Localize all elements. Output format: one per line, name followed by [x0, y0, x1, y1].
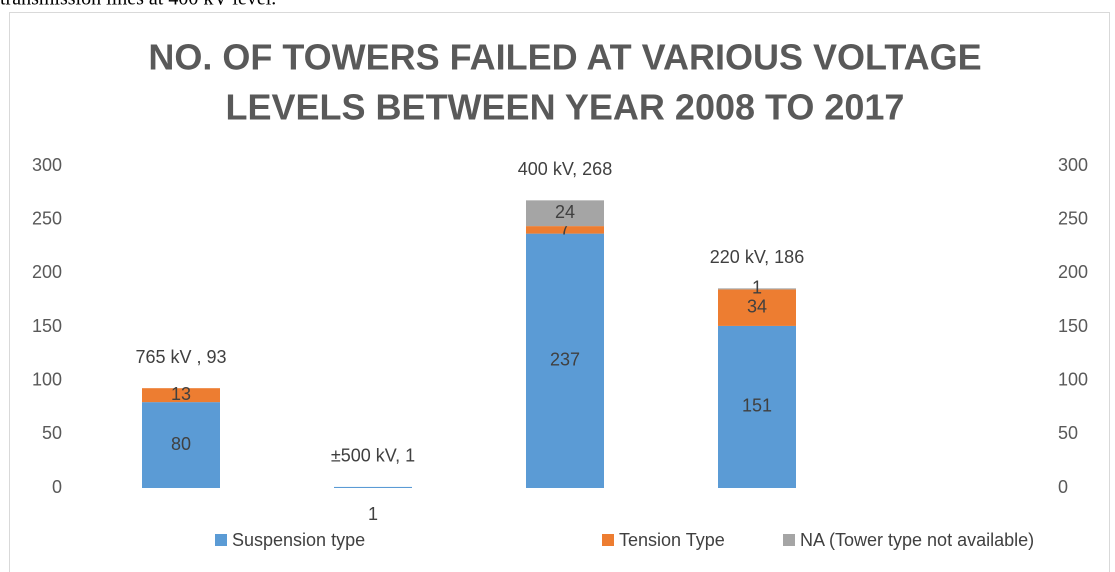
y-tick-label: 200: [32, 262, 62, 282]
data-label: 7: [560, 219, 570, 239]
bar-segment: [334, 486, 412, 488]
data-label: 1: [368, 504, 378, 524]
category-label: ±500 kV, 1: [331, 446, 415, 466]
legend-swatch: [215, 534, 227, 546]
bar-segment: [142, 402, 220, 488]
legend-label: Tension Type: [619, 530, 725, 550]
chart-title: LEVELS BETWEEN YEAR 2008 TO 2017: [226, 87, 905, 128]
bar-segment: [718, 288, 796, 290]
y-tick-label: 50: [42, 423, 62, 443]
y-tick-label: 150: [32, 316, 62, 336]
category-label: 220 kV, 186: [710, 247, 804, 267]
legend-swatch: [783, 534, 795, 546]
y-tick-label: 0: [52, 477, 62, 497]
data-label: 13: [171, 384, 191, 404]
y-tick-label: 250: [32, 208, 62, 228]
y2-tick-label: 300: [1058, 155, 1088, 175]
data-label: 151: [742, 396, 772, 416]
y2-tick-label: 50: [1058, 423, 1078, 443]
legend-label: Suspension type: [232, 530, 365, 550]
bar-segment: [526, 200, 604, 227]
bar-segment: [142, 388, 220, 403]
bar-segment: [718, 325, 796, 488]
bar-segment: [718, 289, 796, 326]
legend-swatch: [602, 534, 614, 546]
bar-segment: [526, 226, 604, 234]
bar-segment: [526, 233, 604, 488]
chart-title: NO. OF TOWERS FAILED AT VARIOUS VOLTAGE: [148, 37, 981, 78]
y2-tick-label: 100: [1058, 369, 1088, 389]
data-label: 24: [555, 202, 575, 222]
data-label: 1: [752, 278, 762, 298]
category-label: 400 kV, 268: [518, 159, 612, 179]
legend-label: NA (Tower type not available): [800, 530, 1034, 550]
y-tick-label: 100: [32, 369, 62, 389]
y2-tick-label: 0: [1058, 477, 1068, 497]
y-tick-label: 300: [32, 155, 62, 175]
page-text: transmission lines at 400 kV level.: [0, 0, 276, 10]
data-label: 34: [747, 296, 767, 316]
data-label: 80: [171, 434, 191, 454]
data-label: 237: [550, 350, 580, 370]
category-label: 765 kV , 93: [135, 347, 226, 367]
chart-frame: [9, 12, 1110, 572]
y2-tick-label: 150: [1058, 316, 1088, 336]
y2-tick-label: 200: [1058, 262, 1088, 282]
y2-tick-label: 250: [1058, 208, 1088, 228]
